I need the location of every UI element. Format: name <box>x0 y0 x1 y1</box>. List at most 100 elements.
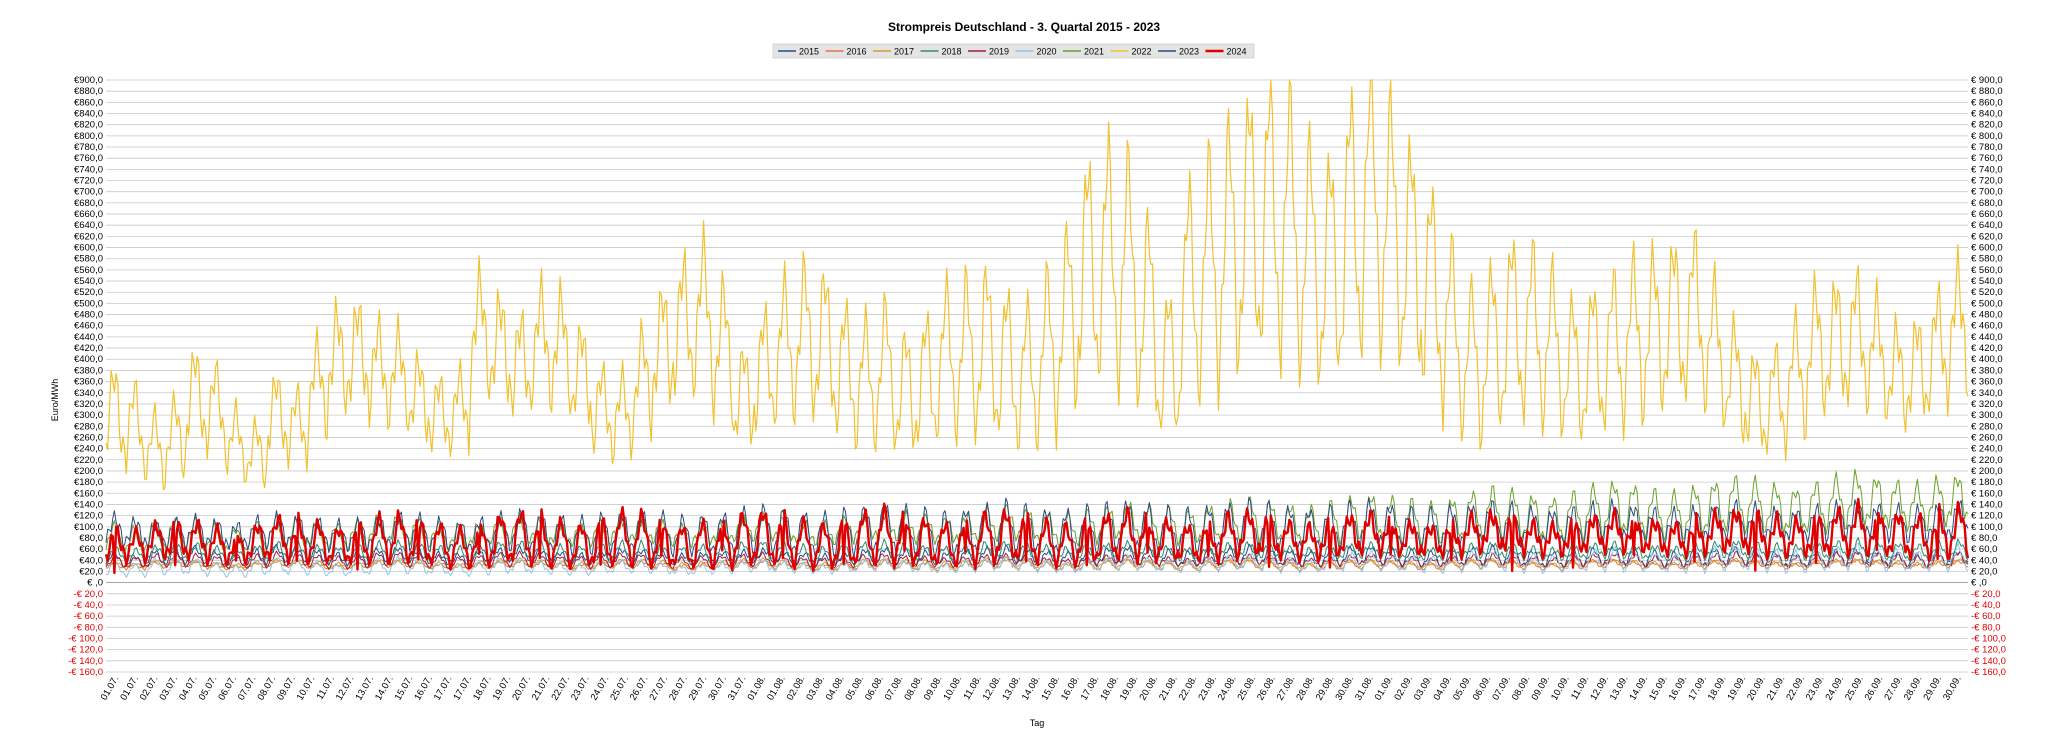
x-tick-label: 18.09. <box>1706 674 1729 702</box>
x-tick-label: 03.08. <box>804 674 827 702</box>
x-tick-label: 31.07. <box>726 674 749 702</box>
y-tick-label-right: € 540,0 <box>1971 276 2003 287</box>
y-tick-label-left: €680,0 <box>74 198 103 209</box>
y-axis-label: Euro/MWh <box>50 379 60 422</box>
y-tick-label-left: €520,0 <box>74 287 103 298</box>
y-tick-label-right: € 500,0 <box>1971 298 2003 309</box>
y-tick-label-left: €800,0 <box>74 131 103 142</box>
y-tick-label-left: -€ 160,0 <box>68 667 103 678</box>
x-tick-label: 28.07. <box>667 674 690 702</box>
x-tick-label: 21.08. <box>1157 674 1180 702</box>
legend-entry: 2017 <box>894 47 914 57</box>
y-tick-label-left: €100,0 <box>74 522 103 533</box>
x-tick-label: 12.07. <box>334 674 357 702</box>
y-tick-label-left: -€ 80,0 <box>73 622 103 633</box>
y-tick-label-left: €860,0 <box>74 97 103 108</box>
y-tick-label-left: €80,0 <box>79 533 103 544</box>
series-line-2020 <box>105 542 1969 578</box>
y-tick-label-right: € 560,0 <box>1971 265 2003 276</box>
y-tick-label-left: €720,0 <box>74 176 103 187</box>
y-tick-label-left: €120,0 <box>74 511 103 522</box>
x-tick-label: 18.07. <box>471 674 494 702</box>
y-tick-label-right: € 300,0 <box>1971 410 2003 421</box>
x-tick-label: 06.09. <box>1471 674 1494 702</box>
legend-entry: 2015 <box>799 47 819 57</box>
x-tick-label: 17.08. <box>1079 674 1102 702</box>
y-tick-label-right: € 900,0 <box>1971 75 2003 86</box>
x-tick-label: 10.09. <box>1549 674 1572 702</box>
x-tick-label: 07.09. <box>1490 674 1513 702</box>
x-tick-label: 04.09. <box>1431 674 1454 702</box>
y-tick-label-left: €620,0 <box>74 231 103 242</box>
x-tick-label: 24.07. <box>589 674 612 702</box>
y-tick-label-right: € 280,0 <box>1971 421 2003 432</box>
y-tick-label-left: €200,0 <box>74 466 103 477</box>
x-tick-label: 22.07. <box>549 674 572 702</box>
x-tick-label: 05.08. <box>843 674 866 702</box>
y-axis-right: -€ 160,0-€ 140,0-€ 120,0-€ 100,0-€ 80,0-… <box>1971 75 2006 678</box>
x-tick-label: 10.07. <box>295 674 318 702</box>
x-tick-label: 05.09. <box>1451 674 1474 702</box>
y-tick-label-right: -€ 40,0 <box>1971 600 2001 611</box>
series-line-2024 <box>104 497 1970 575</box>
legend-entry: 2019 <box>989 47 1009 57</box>
y-tick-label-right: € 620,0 <box>1971 231 2003 242</box>
x-tick-label: 12.09. <box>1588 674 1611 702</box>
y-tick-label-right: € 580,0 <box>1971 254 2003 265</box>
x-tick-label: 28.09. <box>1902 674 1925 702</box>
x-tick-label: 05.07. <box>197 674 220 702</box>
y-tick-label-left: €480,0 <box>74 310 103 321</box>
y-tick-label-left: €340,0 <box>74 388 103 399</box>
y-tick-label-left: -€ 140,0 <box>68 656 103 667</box>
y-tick-label-left: €300,0 <box>74 410 103 421</box>
y-tick-label-left: €780,0 <box>74 142 103 153</box>
y-tick-label-left: €380,0 <box>74 365 103 376</box>
x-tick-label: 01.07. <box>99 674 122 702</box>
y-tick-label-right: € 800,0 <box>1971 131 2003 142</box>
y-tick-label-right: € 600,0 <box>1971 243 2003 254</box>
x-tick-label: 14.09. <box>1627 674 1650 702</box>
y-tick-label-right: € 480,0 <box>1971 310 2003 321</box>
series-layer <box>104 79 1970 578</box>
x-tick-label: 08.08. <box>902 674 925 702</box>
y-tick-label-left: €660,0 <box>74 209 103 220</box>
y-tick-label-right: € 440,0 <box>1971 332 2003 343</box>
y-tick-label-left: €740,0 <box>74 164 103 175</box>
y-tick-label-left: €460,0 <box>74 321 103 332</box>
y-tick-label-right: -€ 120,0 <box>1971 645 2006 656</box>
x-tick-label: 09.08. <box>922 674 945 702</box>
x-tick-label: 23.08. <box>1196 674 1219 702</box>
x-axis-label: Tag <box>1030 718 1045 728</box>
legend-box <box>772 43 1255 59</box>
x-tick-label: 08.07. <box>255 674 278 702</box>
x-tick-label: 29.08. <box>1314 674 1337 702</box>
x-tick-label: 28.08. <box>1294 674 1317 702</box>
x-tick-label: 13.08. <box>1000 674 1023 702</box>
x-tick-label: 13.07. <box>353 674 376 702</box>
x-tick-label: 27.08. <box>1275 674 1298 702</box>
x-tick-label: 21.07. <box>530 674 553 702</box>
x-tick-label: 25.08. <box>1235 674 1258 702</box>
y-tick-label-left: €500,0 <box>74 298 103 309</box>
y-tick-label-left: €700,0 <box>74 187 103 198</box>
x-tick-label: 04.08. <box>824 674 847 702</box>
y-tick-label-left: €600,0 <box>74 243 103 254</box>
y-tick-label-left: €880,0 <box>74 86 103 97</box>
y-tick-label-right: € 320,0 <box>1971 399 2003 410</box>
x-tick-label: 02.08. <box>785 674 808 702</box>
y-tick-label-right: € 260,0 <box>1971 432 2003 443</box>
x-tick-label: 06.07. <box>216 674 239 702</box>
x-tick-label: 29.09. <box>1921 674 1944 702</box>
y-tick-label-right: -€ 140,0 <box>1971 656 2006 667</box>
y-tick-label-right: -€ 60,0 <box>1971 611 2001 622</box>
series-line-2022 <box>105 79 1969 491</box>
x-tick-label: 20.09. <box>1745 674 1768 702</box>
x-tick-label: 17.07. <box>432 674 455 702</box>
x-tick-label: 19.08. <box>1118 674 1141 702</box>
x-tick-label: 19.09. <box>1725 674 1748 702</box>
x-tick-label: 30.08. <box>1333 674 1356 702</box>
y-tick-label-left: €280,0 <box>74 421 103 432</box>
chart-title: Strompreis Deutschland - 3. Quartal 2015… <box>888 20 1160 34</box>
